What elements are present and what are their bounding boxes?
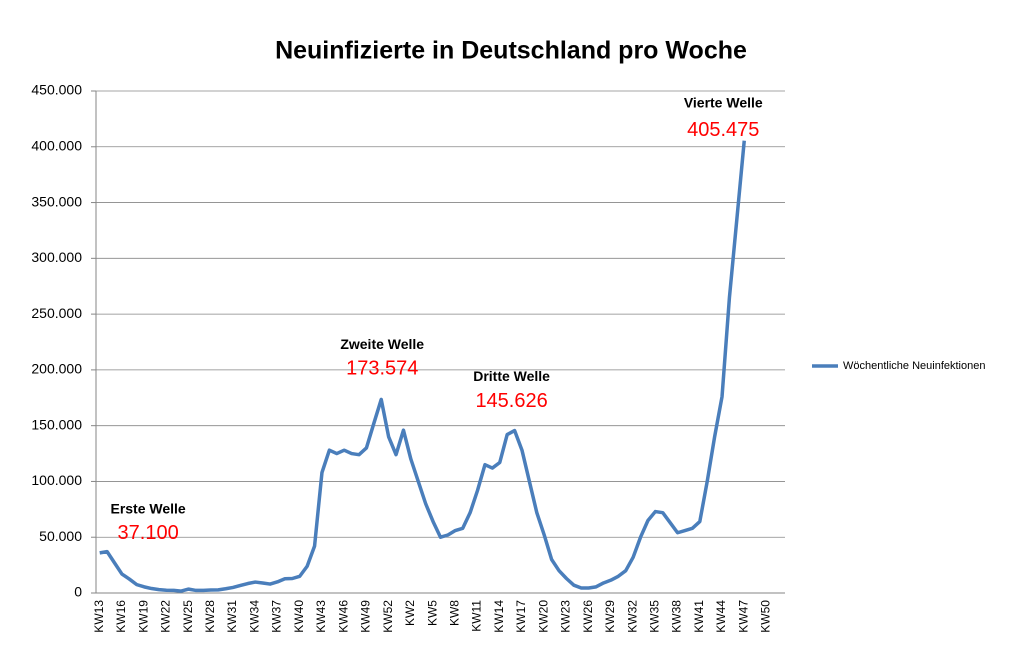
y-tick-label: 450.000: [31, 82, 82, 98]
x-tick-label: KW25: [181, 600, 195, 633]
annotation: Dritte Welle: [473, 368, 550, 384]
x-tick-label: KW49: [359, 600, 373, 633]
x-tick-label: KW28: [203, 600, 217, 633]
value-label: 37.100: [118, 522, 179, 544]
x-tick-label: KW31: [225, 600, 239, 633]
x-tick-label: KW17: [514, 600, 528, 633]
value-label: 145.626: [475, 390, 547, 412]
x-tick-label: KW13: [92, 600, 106, 633]
x-tick-label: KW20: [536, 600, 550, 633]
y-tick-label: 200.000: [31, 361, 82, 377]
x-tick-label: KW38: [670, 600, 684, 633]
x-tick-label: KW32: [625, 600, 639, 633]
x-tick-label: KW44: [714, 600, 728, 633]
x-tick-label: KW41: [692, 600, 706, 633]
x-tick-label: KW52: [381, 600, 395, 633]
y-tick-label: 0: [74, 584, 82, 600]
x-tick-label: KW2: [403, 600, 417, 626]
value-label: 173.574: [346, 358, 418, 380]
x-tick-label: KW23: [559, 600, 573, 633]
x-tick-label: KW35: [648, 600, 662, 633]
line: [99, 140, 746, 593]
x-tick-label: KW46: [336, 600, 350, 633]
x-tick-label: KW19: [136, 600, 150, 633]
x-tick-label: KW40: [292, 600, 306, 633]
y-tick-label: 150.000: [31, 416, 82, 432]
x-tick-label: KW14: [492, 600, 506, 633]
y-tick-label: 50.000: [39, 528, 82, 544]
x-tick-label: KW22: [159, 600, 173, 633]
legend-label: Wöchentliche Neuinfektionen: [843, 360, 985, 372]
value-label: 405.475: [687, 119, 759, 141]
annotation: Zweite Welle: [340, 336, 424, 352]
annotation: Erste Welle: [110, 500, 185, 516]
x-tick-label: KW37: [270, 600, 284, 633]
y-tick-label: 400.000: [31, 137, 82, 153]
x-tick-label: KW5: [425, 600, 439, 626]
chart-title: Neuinfizierte in Deutschland pro Woche: [275, 37, 747, 65]
x-tick-label: KW43: [314, 600, 328, 633]
annotation: Vierte Welle: [684, 94, 763, 110]
x-tick-label: KW16: [114, 600, 128, 633]
y-tick-label: 250.000: [31, 305, 82, 321]
y-tick-label: 300.000: [31, 249, 82, 265]
x-tick-label: KW26: [581, 600, 595, 633]
y-tick-label: 100.000: [31, 472, 82, 488]
x-tick-label: KW29: [603, 600, 617, 633]
x-tick-label: KW34: [247, 600, 261, 633]
x-tick-label: KW8: [447, 600, 461, 626]
y-tick-label: 350.000: [31, 193, 82, 209]
x-tick-label: KW50: [759, 600, 773, 633]
x-tick-label: KW47: [736, 600, 750, 633]
x-tick-label: KW11: [470, 600, 484, 632]
